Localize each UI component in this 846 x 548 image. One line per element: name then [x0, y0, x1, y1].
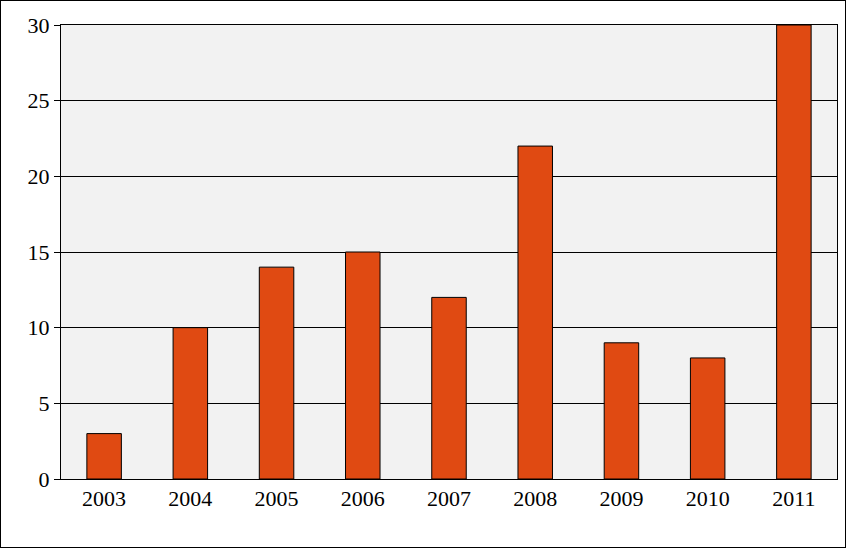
- svg-text:2007: 2007: [427, 486, 471, 511]
- svg-text:5: 5: [39, 391, 50, 416]
- svg-text:2009: 2009: [599, 486, 643, 511]
- svg-text:10: 10: [28, 315, 50, 340]
- svg-text:2011: 2011: [772, 486, 815, 511]
- svg-text:15: 15: [28, 240, 50, 265]
- svg-text:25: 25: [28, 88, 50, 113]
- svg-text:2003: 2003: [82, 486, 126, 511]
- svg-text:2008: 2008: [513, 486, 557, 511]
- svg-text:2010: 2010: [686, 486, 730, 511]
- svg-text:0: 0: [39, 467, 50, 492]
- svg-text:2004: 2004: [168, 486, 212, 511]
- svg-text:2006: 2006: [341, 486, 385, 511]
- svg-text:2005: 2005: [255, 486, 299, 511]
- svg-text:20: 20: [28, 164, 50, 189]
- svg-text:30: 30: [28, 13, 50, 38]
